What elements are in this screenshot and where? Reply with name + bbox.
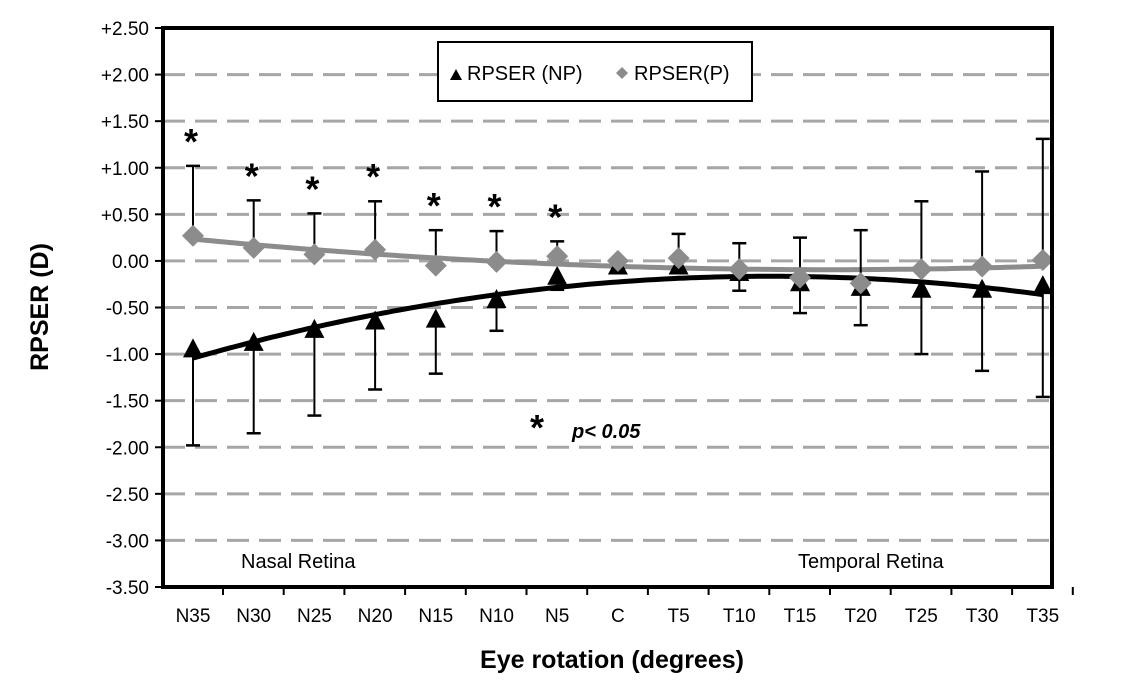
legend-diamond-icon: [616, 67, 628, 79]
np-triangle-marker: [972, 278, 993, 298]
x-tick-label: N20: [358, 606, 393, 627]
np-triangle-marker: [1032, 275, 1053, 295]
p-diamond-marker: [424, 254, 447, 277]
y-tick-label: 0.00: [112, 252, 149, 273]
y-tick-label: -3.00: [106, 531, 149, 552]
asterisk-marker: *: [427, 185, 441, 226]
significance-asterisk: *: [530, 407, 544, 448]
y-tick-label: +1.50: [101, 112, 149, 133]
x-axis-ticks: N35 N30 N25 N20 N15 N10 N5 C T5 T10 T15 T20 T25 T30 T3…: [176, 587, 1074, 627]
y-tick-label: -3.50: [106, 578, 149, 599]
np-triangle-marker: [486, 289, 507, 309]
p-diamond-marker: [606, 249, 629, 272]
nasal-retina-label: Nasal Retina: [241, 551, 356, 573]
y-tick-label: -1.00: [106, 345, 149, 366]
x-tick-label: N5: [545, 606, 569, 627]
p-diamond-marker: [910, 258, 933, 281]
x-tick-label: N15: [418, 606, 453, 627]
y-tick-label: +1.00: [101, 159, 149, 180]
legend-label-np: RPSER (NP): [467, 63, 583, 85]
p-diamond-marker: [182, 224, 204, 247]
y-tick-label: -2.50: [106, 485, 149, 506]
y-axis-ticks: +2.50 +2.00 +1.50 +1.00 +0.50 0.00 -0.50 -1.00 -…: [101, 19, 163, 599]
x-axis-title: Eye rotation (degrees): [480, 646, 744, 674]
p-diamond-marker: [364, 238, 387, 261]
y-tick-label: +0.50: [101, 205, 149, 226]
np-triangle-marker: [547, 265, 568, 285]
asterisk-marker: *: [366, 156, 380, 197]
data-markers: [182, 224, 1054, 358]
legend: RPSER (NP) RPSER(P): [437, 41, 753, 102]
y-tick-label: +2.00: [101, 66, 149, 87]
legend-box: [437, 41, 753, 102]
x-tick-label: N25: [297, 606, 332, 627]
grid-lines: [163, 73, 1052, 542]
np-triangle-marker: [365, 310, 386, 330]
x-tick-label: T15: [784, 606, 817, 627]
y-tick-label: -1.50: [106, 392, 149, 413]
asterisk-marker: *: [305, 168, 319, 209]
y-tick-label: +2.50: [101, 19, 149, 40]
p-diamond-marker: [789, 266, 811, 289]
legend-label-p: RPSER(P): [634, 63, 730, 85]
legend-triangle-icon: [450, 69, 462, 80]
p-diamond-marker: [971, 255, 994, 278]
x-tick-label: T5: [668, 606, 690, 627]
p-diamond-marker: [485, 250, 508, 273]
asterisk-marker: *: [245, 155, 259, 196]
x-tick-label: T25: [905, 606, 938, 627]
p-diamond-marker: [728, 258, 751, 281]
x-tick-label: T30: [966, 606, 999, 627]
y-tick-label: -2.00: [106, 438, 149, 459]
np-triangle-marker: [183, 338, 203, 358]
significance-label: p< 0.05: [571, 421, 641, 443]
np-triangle-marker: [911, 278, 932, 298]
x-tick-label: N35: [176, 606, 211, 627]
temporal-retina-label: Temporal Retina: [798, 551, 945, 573]
significance-asterisks: * * * * * * *: [184, 121, 562, 237]
np-triangle-marker: [425, 308, 446, 328]
p-diamond-marker: [667, 247, 690, 270]
asterisk-marker: *: [487, 186, 501, 227]
x-tick-label: T10: [723, 606, 756, 627]
p-diamond-marker: [242, 236, 265, 259]
x-tick-label: N10: [479, 606, 514, 627]
y-axis-title: RPSER (D): [26, 243, 54, 371]
asterisk-marker: *: [184, 121, 198, 162]
np-triangle-marker: [243, 331, 264, 351]
x-tick-label: N30: [236, 606, 271, 627]
np-triangle-marker: [304, 318, 325, 338]
y-tick-label: -0.50: [106, 299, 149, 320]
asterisk-marker: *: [548, 196, 562, 237]
x-tick-label: C: [611, 606, 625, 627]
p-diamond-marker: [546, 245, 569, 268]
p-diamond-marker: [303, 243, 326, 266]
trendline-np: [192, 273, 1044, 361]
p-diamond-marker: [1031, 248, 1054, 271]
plot-frame: [161, 26, 1054, 589]
p-diamond-marker: [849, 272, 872, 295]
x-tick-label: T20: [844, 606, 877, 627]
x-tick-label: T35: [1026, 606, 1059, 627]
